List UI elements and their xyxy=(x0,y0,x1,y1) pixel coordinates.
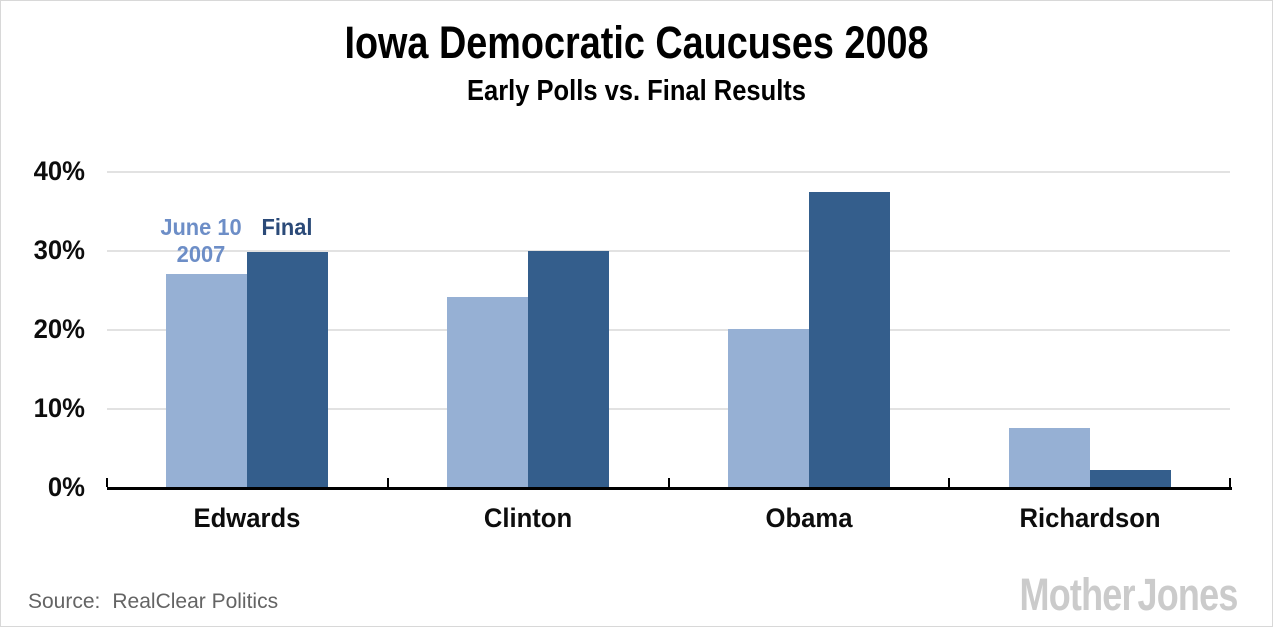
x-axis-category-label-edwards: Edwards xyxy=(193,503,301,533)
y-axis-tick-label-30pct: 30% xyxy=(33,235,85,265)
chart-title: Iowa Democratic Caucuses 2008 xyxy=(344,17,929,68)
y-axis-tick-label-20pct: 20% xyxy=(33,314,85,344)
gridline-20pct xyxy=(107,329,1230,331)
x-axis-category-label-clinton: Clinton xyxy=(483,503,573,533)
x-axis-tick xyxy=(667,478,670,487)
bar-june-10-2007-clinton xyxy=(447,297,529,487)
legend-june-10-line: June 10 xyxy=(160,214,242,240)
x-axis-tick xyxy=(948,478,951,487)
y-axis-tick-label-10pct: 10% xyxy=(33,393,85,423)
y-axis-tick-label-0pct: 0% xyxy=(47,472,85,502)
legend-final-label: Final xyxy=(261,214,313,240)
bar-june-10-2007-edwards xyxy=(166,273,248,487)
gridline-10pct xyxy=(107,408,1230,410)
bar-june-10-2007-obama xyxy=(727,329,809,487)
gridline-40pct xyxy=(107,171,1230,173)
source-line: Source: RealClear Politics xyxy=(28,590,278,614)
motherjones-logo: Mother Jones xyxy=(1019,569,1239,620)
bar-june-10-2007-richardson xyxy=(1008,427,1090,487)
bar-final-edwards xyxy=(247,252,329,487)
chart-subtitle: Early Polls vs. Final Results xyxy=(467,75,806,107)
source-text: RealClear Politics xyxy=(112,590,279,613)
x-axis-line xyxy=(107,487,1232,490)
bar-final-obama xyxy=(808,191,890,487)
source-label: Source: xyxy=(28,590,101,613)
bar-final-clinton xyxy=(528,250,610,487)
gridline-30pct xyxy=(107,250,1230,252)
legend-2007-line: 2007 xyxy=(176,241,226,267)
y-axis-tick-label-40pct: 40% xyxy=(33,156,85,186)
x-axis-category-label-obama: Obama xyxy=(765,503,853,533)
x-axis-tick xyxy=(386,478,389,487)
x-axis-tick xyxy=(106,478,108,487)
bar-final-richardson xyxy=(1089,470,1171,487)
legend-june-10-2007-label: June 10 2007 xyxy=(144,214,258,268)
x-axis-tick xyxy=(1229,478,1231,487)
x-axis-category-label-richardson: Richardson xyxy=(1019,503,1161,533)
